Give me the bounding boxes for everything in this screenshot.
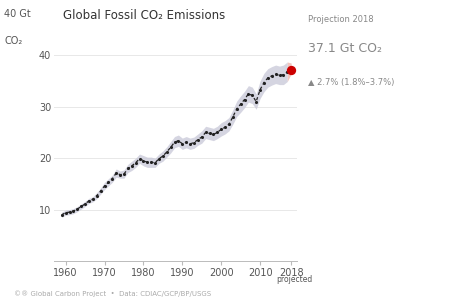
Point <box>284 69 291 74</box>
Point <box>66 210 73 214</box>
Point <box>218 127 225 132</box>
Point <box>171 140 178 145</box>
Point <box>179 141 186 146</box>
Point <box>268 74 275 78</box>
Point <box>86 198 93 203</box>
Point <box>225 122 233 127</box>
Point <box>152 160 159 165</box>
Point <box>74 207 81 212</box>
Point <box>81 202 89 206</box>
Point <box>159 154 166 158</box>
Point <box>163 150 171 154</box>
Point <box>261 80 268 85</box>
Point <box>256 87 264 92</box>
Point <box>132 160 139 165</box>
Point <box>140 158 147 163</box>
Point <box>264 76 271 80</box>
Point <box>117 172 124 177</box>
Point <box>124 166 131 171</box>
Point <box>121 172 128 176</box>
Point <box>93 193 100 198</box>
Point <box>58 212 65 217</box>
Point <box>175 138 182 143</box>
Text: 40 Gt: 40 Gt <box>4 9 31 19</box>
Point <box>186 141 194 146</box>
Point <box>136 156 143 161</box>
Point <box>276 73 283 78</box>
Point <box>155 156 162 161</box>
Point <box>233 106 240 111</box>
Point <box>221 125 229 130</box>
Text: ©® Global Carbon Project  •  Data: CDIAC/GCP/BP/USGS: ©® Global Carbon Project • Data: CDIAC/G… <box>14 290 211 297</box>
Point <box>241 97 248 102</box>
Point <box>128 164 135 168</box>
Point <box>280 72 287 77</box>
Text: projected: projected <box>277 274 313 284</box>
Point <box>229 115 236 119</box>
Point <box>202 130 209 135</box>
Point <box>252 99 260 104</box>
Point <box>194 137 202 142</box>
Point <box>237 102 244 106</box>
Point <box>210 132 217 137</box>
Point <box>62 210 69 215</box>
Point <box>214 130 221 135</box>
Point <box>167 145 174 150</box>
Point <box>105 180 112 185</box>
Point <box>70 209 77 214</box>
Point <box>245 92 252 96</box>
Text: 37.1 Gt CO₂: 37.1 Gt CO₂ <box>308 42 382 55</box>
Text: Projection 2018: Projection 2018 <box>308 15 374 24</box>
Text: ▲ 2.7% (1.8%–3.7%): ▲ 2.7% (1.8%–3.7%) <box>308 78 395 87</box>
Point <box>148 160 155 165</box>
Point <box>101 184 108 188</box>
Point <box>112 171 120 176</box>
Text: CO₂: CO₂ <box>4 36 23 46</box>
Point <box>183 140 190 145</box>
Point <box>109 176 116 181</box>
Point <box>288 68 295 73</box>
Point <box>249 93 256 98</box>
Point <box>144 160 151 165</box>
Point <box>198 135 205 140</box>
Point <box>89 197 96 202</box>
Point <box>272 72 279 77</box>
Point <box>206 131 213 136</box>
Point <box>97 189 104 194</box>
Point <box>190 140 198 145</box>
Text: Global Fossil CO₂ Emissions: Global Fossil CO₂ Emissions <box>63 9 225 22</box>
Point <box>77 204 85 209</box>
